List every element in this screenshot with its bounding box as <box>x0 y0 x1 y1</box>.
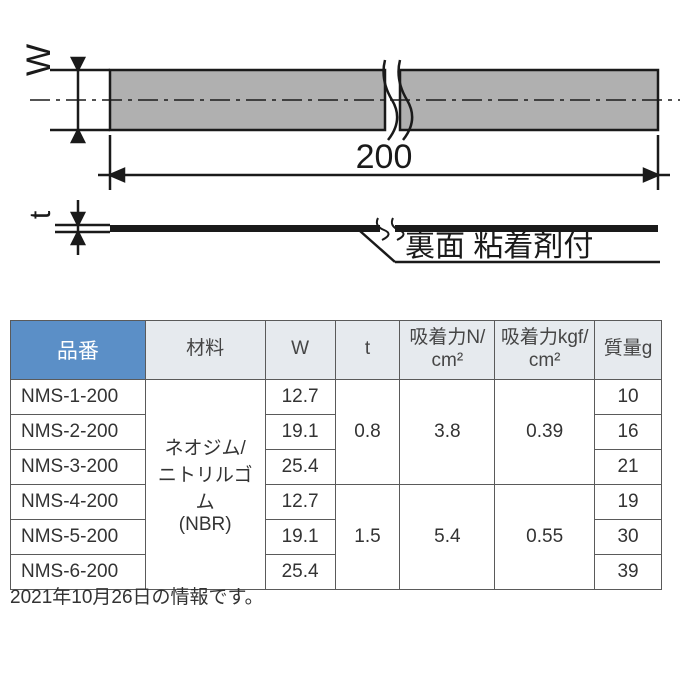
cell-mass: 10 <box>595 379 662 414</box>
cell-kgf: 0.39 <box>495 379 595 484</box>
col-adhesion-kgf: 吸着力kgf/cm² <box>495 321 595 380</box>
cell-n: 5.4 <box>400 484 495 589</box>
table-header-row: 品番 材料 W t 吸着力N/cm² 吸着力kgf/cm² 質量g <box>11 321 662 380</box>
cell-mass: 39 <box>595 554 662 589</box>
cell-w: 19.1 <box>265 519 335 554</box>
cell-mass: 16 <box>595 414 662 449</box>
callout-leader <box>360 231 395 262</box>
cell-mass: 19 <box>595 484 662 519</box>
col-mass: 質量g <box>595 321 662 380</box>
cell-mass: 21 <box>595 449 662 484</box>
col-w: W <box>265 321 335 380</box>
callout-text: 裏面 粘着剤付 <box>405 230 593 263</box>
cell-material: ネオジム/ニトリルゴム(NBR) <box>145 379 265 589</box>
col-adhesion-n: 吸着力N/cm² <box>400 321 495 380</box>
table-row: NMS-1-200 ネオジム/ニトリルゴム(NBR) 12.7 0.8 3.8 … <box>11 379 662 414</box>
info-date-note: 2021年10月26日の情報です。 <box>10 582 264 609</box>
t-label: t <box>24 210 57 219</box>
table-row: NMS-4-200 12.7 1.5 5.4 0.55 19 <box>11 484 662 519</box>
col-part: 品番 <box>11 321 146 380</box>
cell-mass: 30 <box>595 519 662 554</box>
cell-t: 1.5 <box>335 484 400 589</box>
cell-w: 25.4 <box>265 554 335 589</box>
col-t: t <box>335 321 400 380</box>
dimension-diagram: W t <box>0 0 691 290</box>
main-bar <box>30 60 680 140</box>
cell-w: 12.7 <box>265 379 335 414</box>
col-material: 材料 <box>145 321 265 380</box>
cell-w: 19.1 <box>265 414 335 449</box>
cell-part: NMS-1-200 <box>11 379 146 414</box>
cell-w: 12.7 <box>265 484 335 519</box>
t-dimension <box>55 200 110 255</box>
cell-n: 3.8 <box>400 379 495 484</box>
cell-t: 0.8 <box>335 379 400 484</box>
cell-kgf: 0.55 <box>495 484 595 589</box>
cell-part: NMS-3-200 <box>11 449 146 484</box>
cell-part: NMS-4-200 <box>11 484 146 519</box>
length-label: 200 <box>356 138 413 176</box>
spec-table: 品番 材料 W t 吸着力N/cm² 吸着力kgf/cm² 質量g NMS-1-… <box>10 320 662 590</box>
cell-part: NMS-5-200 <box>11 519 146 554</box>
cell-w: 25.4 <box>265 449 335 484</box>
spec-table-wrapper: 品番 材料 W t 吸着力N/cm² 吸着力kgf/cm² 質量g NMS-1-… <box>10 320 662 590</box>
cell-part: NMS-2-200 <box>11 414 146 449</box>
